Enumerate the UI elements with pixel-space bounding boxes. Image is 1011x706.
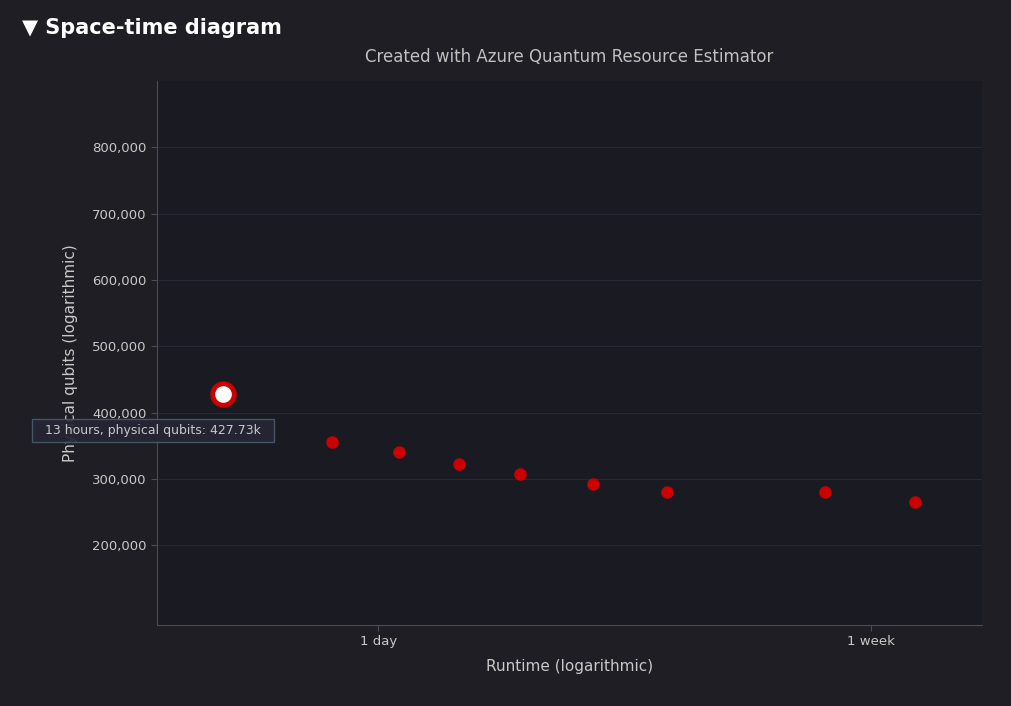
Text: ▼ Space-time diagram: ▼ Space-time diagram	[22, 18, 282, 38]
Text: 13 hours, physical qubits: 427.73k: 13 hours, physical qubits: 427.73k	[37, 424, 269, 437]
Title: Created with Azure Quantum Resource Estimator: Created with Azure Quantum Resource Esti…	[365, 48, 772, 66]
X-axis label: Runtime (logarithmic): Runtime (logarithmic)	[485, 659, 652, 674]
Y-axis label: Physical qubits (logarithmic): Physical qubits (logarithmic)	[63, 244, 78, 462]
